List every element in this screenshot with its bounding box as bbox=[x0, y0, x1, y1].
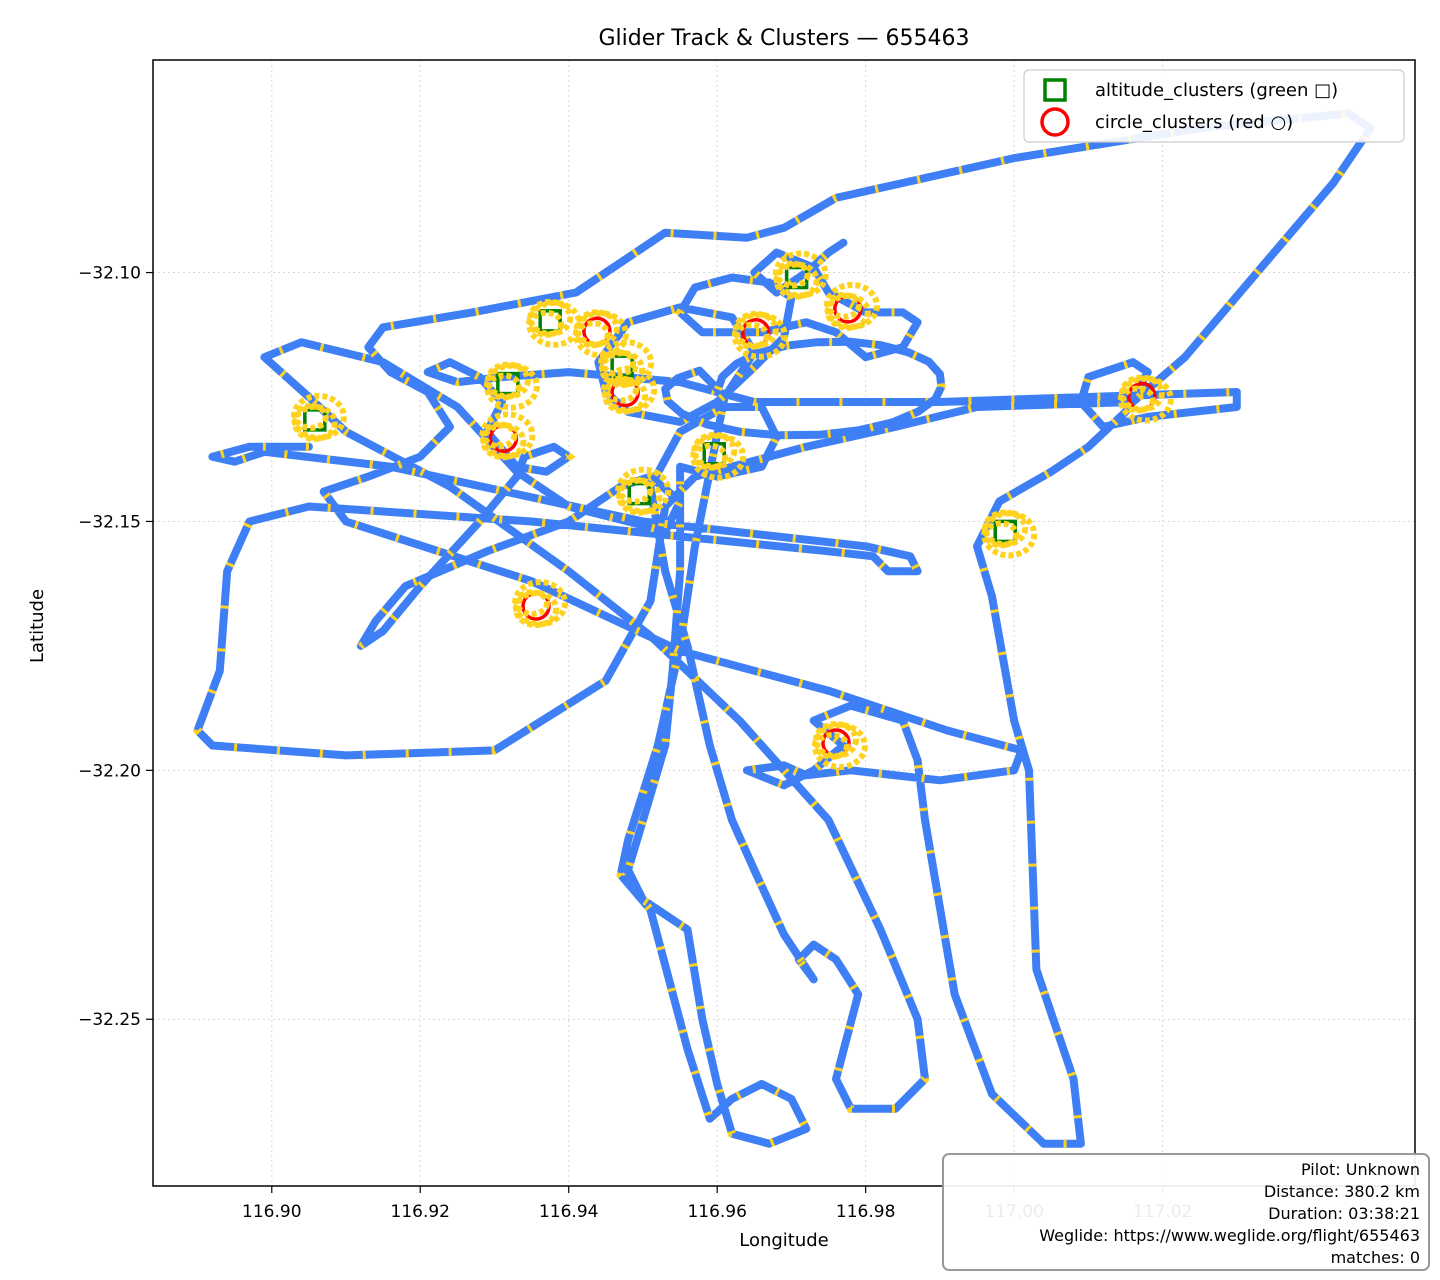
x-tick-label: 116.94 bbox=[539, 1202, 598, 1222]
thermal-circling-ring bbox=[479, 411, 536, 460]
thermal-circling-ring bbox=[825, 291, 862, 320]
legend-green-square-icon bbox=[1043, 78, 1067, 102]
weglide-link[interactable]: Weglide: https://www.weglide.org/flight/… bbox=[1039, 1226, 1420, 1245]
flight-track bbox=[193, 109, 1375, 1148]
thermal-circling-ring bbox=[982, 509, 1029, 548]
duration-text: Duration: 03:38:21 bbox=[1268, 1204, 1420, 1223]
legend-label-circle: circle_clusters (red ○) bbox=[1095, 112, 1293, 133]
y-axis-label: Latitude bbox=[27, 589, 48, 663]
thermal-circling-ring bbox=[774, 260, 811, 289]
thermal-circling-ring bbox=[731, 311, 788, 360]
thermal-circling-ring bbox=[483, 362, 540, 411]
thermal-circling-ring bbox=[598, 339, 655, 388]
flight-info-box: Pilot: Unknown Distance: 380.2 km Durati… bbox=[942, 1153, 1430, 1271]
legend-red-circle-icon bbox=[1040, 107, 1070, 137]
matches-text: matches: 0 bbox=[1330, 1248, 1420, 1267]
thermal-circling-ring bbox=[603, 375, 640, 404]
distance-text: Distance: 380.2 km bbox=[1263, 1182, 1420, 1201]
flight-track-loop bbox=[661, 337, 946, 440]
thermal-circling-ring bbox=[732, 310, 779, 349]
x-tick-label: 116.96 bbox=[687, 1202, 746, 1222]
thermal-circling-ring bbox=[617, 476, 654, 505]
thermal-circling-ring bbox=[812, 720, 859, 759]
thermal-circling-ring bbox=[1117, 375, 1174, 424]
thermal-circling-ring bbox=[691, 431, 738, 470]
thermal-circling-ring bbox=[823, 281, 880, 330]
y-tick-label: −32.15 bbox=[78, 512, 141, 532]
pilot-text: Pilot: Unknown bbox=[1301, 1160, 1420, 1179]
x-tick-label: 116.98 bbox=[836, 1202, 895, 1222]
thermal-circling-ring bbox=[573, 309, 620, 348]
x-tick-label: 116.92 bbox=[391, 1202, 450, 1222]
legend: altitude_clusters (green □) circle_clust… bbox=[1023, 69, 1405, 143]
thermal-circling-ring bbox=[514, 589, 551, 618]
thermal-circling-ring bbox=[1118, 374, 1165, 413]
y-tick-label: −32.20 bbox=[78, 761, 141, 781]
thermal-circling-ring bbox=[981, 510, 1038, 559]
y-tick-label: −32.25 bbox=[78, 1010, 141, 1030]
thermal-circling-ring bbox=[527, 298, 574, 337]
x-tick-label: 116.90 bbox=[242, 1202, 301, 1222]
thermal-circling-ring bbox=[572, 310, 629, 359]
legend-box bbox=[1023, 69, 1405, 143]
thermal-circling-ring bbox=[292, 402, 329, 431]
thermal-circling-ring bbox=[615, 466, 672, 515]
thermal-circling-ring bbox=[811, 721, 868, 770]
thermal-circling-ring bbox=[481, 421, 518, 450]
thermal-circling-ring bbox=[290, 392, 347, 441]
thermal-circling-ring bbox=[601, 365, 658, 414]
thermal-circling-ring bbox=[690, 432, 747, 481]
plot-marks bbox=[192, 109, 1377, 1148]
thermal-circling-ring bbox=[484, 361, 531, 400]
thermal-circling-ring bbox=[772, 250, 829, 299]
thermal-circling-ring bbox=[512, 579, 569, 628]
chart-title: Glider Track & Clusters — 655463 bbox=[598, 26, 969, 51]
thermal-circling-ring bbox=[600, 349, 637, 378]
legend-label-altitude: altitude_clusters (green □) bbox=[1095, 80, 1338, 101]
y-tick-label: −32.10 bbox=[78, 264, 141, 284]
x-axis-label: Longitude bbox=[739, 1230, 829, 1251]
axes-frame bbox=[152, 59, 1416, 1187]
